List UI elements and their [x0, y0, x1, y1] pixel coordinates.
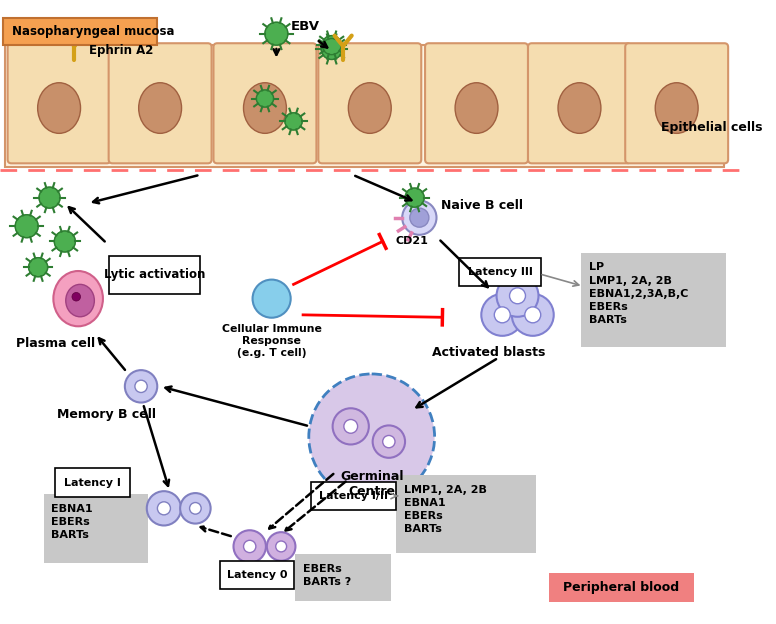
Circle shape: [321, 39, 342, 59]
FancyBboxPatch shape: [310, 482, 397, 510]
Text: EBNA1
EBERs
BARTs: EBNA1 EBERs BARTs: [51, 504, 93, 540]
Text: Ephrin A2: Ephrin A2: [88, 44, 153, 57]
Text: Naive B cell: Naive B cell: [442, 199, 523, 212]
Circle shape: [372, 426, 405, 458]
Text: Latency 0: Latency 0: [227, 570, 288, 580]
FancyBboxPatch shape: [55, 468, 130, 497]
FancyBboxPatch shape: [459, 258, 542, 286]
Text: Nasopharyngeal mucosa: Nasopharyngeal mucosa: [12, 26, 175, 38]
Circle shape: [497, 275, 539, 317]
FancyBboxPatch shape: [581, 253, 726, 348]
Circle shape: [244, 540, 256, 553]
Circle shape: [410, 208, 429, 227]
Text: LP
LMP1, 2A, 2B
EBNA1,2,3A,B,C
EBERs
BARTs: LP LMP1, 2A, 2B EBNA1,2,3A,B,C EBERs BAR…: [589, 263, 688, 325]
Circle shape: [383, 436, 395, 448]
Circle shape: [265, 22, 288, 45]
FancyBboxPatch shape: [318, 43, 421, 163]
FancyBboxPatch shape: [8, 43, 110, 163]
Ellipse shape: [558, 83, 601, 134]
Text: Lytic activation: Lytic activation: [104, 268, 205, 281]
Text: Germinal
Centre: Germinal Centre: [340, 470, 404, 498]
Circle shape: [39, 187, 60, 208]
Text: Memory B cell: Memory B cell: [57, 408, 156, 421]
Circle shape: [54, 231, 75, 252]
Text: CD21: CD21: [395, 236, 428, 246]
Text: Latency III: Latency III: [468, 267, 533, 277]
Text: EBERs
BARTs ?: EBERs BARTs ?: [303, 563, 352, 587]
Circle shape: [309, 374, 435, 500]
Ellipse shape: [348, 83, 391, 134]
Ellipse shape: [139, 83, 182, 134]
FancyBboxPatch shape: [43, 494, 147, 563]
Circle shape: [344, 419, 358, 433]
FancyBboxPatch shape: [397, 475, 535, 553]
Circle shape: [494, 307, 511, 323]
FancyBboxPatch shape: [528, 43, 631, 163]
FancyBboxPatch shape: [5, 45, 724, 167]
Circle shape: [135, 380, 147, 392]
Circle shape: [125, 370, 158, 402]
Ellipse shape: [72, 293, 81, 301]
FancyBboxPatch shape: [425, 43, 528, 163]
FancyBboxPatch shape: [213, 43, 317, 163]
Circle shape: [256, 90, 273, 107]
Circle shape: [267, 532, 296, 561]
Ellipse shape: [66, 285, 95, 317]
Ellipse shape: [244, 83, 286, 134]
Text: Epithelial cells: Epithelial cells: [661, 120, 763, 134]
FancyBboxPatch shape: [625, 43, 728, 163]
Circle shape: [322, 36, 341, 55]
Circle shape: [481, 294, 523, 336]
Ellipse shape: [54, 271, 103, 326]
Circle shape: [180, 493, 210, 524]
Text: Plasma cell: Plasma cell: [16, 337, 95, 350]
Circle shape: [252, 280, 291, 318]
FancyBboxPatch shape: [220, 561, 295, 589]
Ellipse shape: [655, 83, 698, 134]
Circle shape: [275, 541, 286, 552]
Ellipse shape: [455, 83, 498, 134]
Circle shape: [510, 288, 525, 304]
Circle shape: [16, 215, 38, 238]
FancyBboxPatch shape: [109, 43, 212, 163]
Text: Peripheral blood: Peripheral blood: [563, 581, 680, 594]
FancyBboxPatch shape: [3, 17, 158, 45]
Circle shape: [147, 491, 181, 525]
FancyBboxPatch shape: [549, 573, 694, 602]
FancyBboxPatch shape: [109, 256, 200, 294]
Circle shape: [512, 294, 554, 336]
Ellipse shape: [38, 83, 81, 134]
Circle shape: [29, 258, 47, 276]
Circle shape: [285, 113, 302, 130]
Circle shape: [333, 408, 369, 444]
Text: Latency I/II: Latency I/II: [319, 491, 388, 501]
Text: LMP1, 2A, 2B
EBNA1
EBERs
BARTs: LMP1, 2A, 2B EBNA1 EBERs BARTs: [404, 484, 487, 534]
Circle shape: [158, 502, 171, 515]
Circle shape: [405, 188, 424, 207]
FancyBboxPatch shape: [296, 554, 391, 601]
Text: Activated blasts: Activated blasts: [432, 346, 546, 359]
Circle shape: [234, 530, 266, 563]
Circle shape: [525, 307, 541, 323]
Circle shape: [189, 502, 201, 514]
Text: Cellular Immune
Response
(e.g. T cell): Cellular Immune Response (e.g. T cell): [222, 324, 321, 358]
Text: Latency I: Latency I: [64, 477, 121, 487]
Text: EBV: EBV: [291, 19, 320, 32]
Circle shape: [402, 200, 437, 235]
